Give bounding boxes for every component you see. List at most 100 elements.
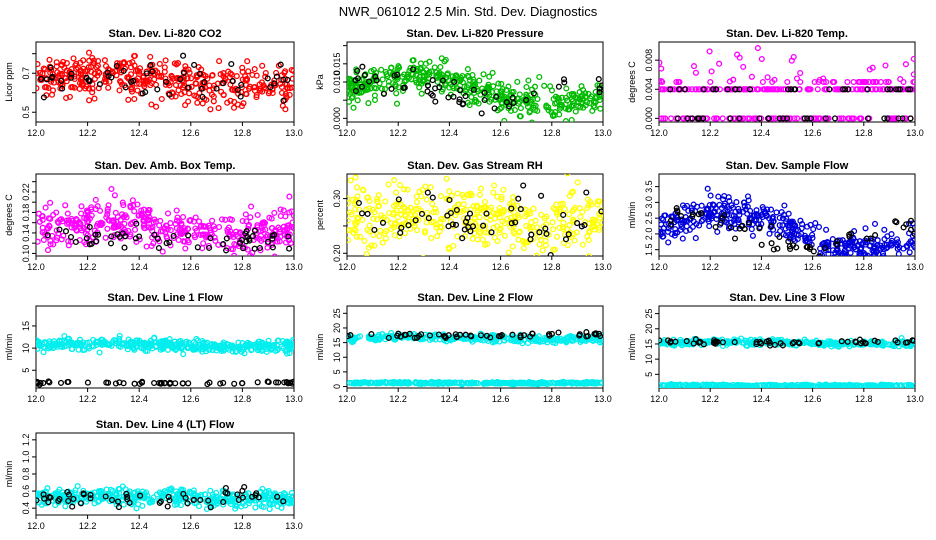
data-point — [251, 227, 258, 234]
data-point — [734, 51, 741, 58]
data-point — [269, 232, 276, 239]
data-point — [143, 70, 150, 77]
data-point — [514, 380, 521, 387]
data-point — [501, 337, 508, 344]
data-point — [505, 249, 512, 256]
data-point — [660, 115, 667, 122]
data-point — [215, 105, 222, 112]
data-point — [248, 347, 255, 354]
data-point — [40, 379, 47, 387]
data-point — [509, 243, 516, 250]
data-point — [692, 381, 699, 388]
y-tick-label: 0.30 — [332, 190, 342, 208]
x-tick-label: 12.4 — [130, 394, 148, 404]
data-point — [467, 190, 474, 197]
data-point — [112, 224, 119, 231]
data-point — [869, 64, 876, 71]
data-point — [61, 332, 68, 340]
data-point — [373, 337, 380, 344]
data-point — [207, 487, 214, 494]
data-point — [437, 219, 444, 226]
data-point — [752, 115, 759, 122]
data-point — [842, 267, 847, 272]
data-point — [412, 217, 419, 224]
data-point — [157, 217, 164, 224]
data-point — [376, 233, 383, 240]
data-point — [430, 218, 437, 225]
data-point — [689, 381, 696, 388]
data-point — [558, 379, 565, 386]
data-point — [863, 235, 870, 242]
data-point — [768, 115, 775, 122]
y-tick-label: 20 — [644, 324, 654, 334]
x-tick-label: 12.4 — [130, 128, 148, 138]
data-point — [151, 76, 158, 83]
data-point — [393, 201, 400, 208]
data-point — [818, 252, 826, 256]
data-point — [548, 330, 555, 337]
data-point — [441, 58, 448, 65]
data-point — [902, 61, 909, 68]
data-point — [664, 228, 672, 235]
data-point — [457, 87, 464, 94]
data-point — [62, 202, 69, 209]
data-point — [454, 78, 461, 85]
data-point — [690, 63, 698, 70]
data-point — [358, 76, 365, 83]
data-point — [93, 238, 100, 245]
data-point — [812, 220, 819, 227]
data-point — [506, 219, 513, 227]
data-point — [108, 233, 115, 240]
data-point — [539, 247, 546, 254]
data-point — [286, 193, 293, 200]
data-point — [150, 219, 157, 226]
data-point — [748, 226, 755, 233]
data-point — [110, 219, 117, 226]
data-point — [700, 86, 707, 93]
data-point — [464, 380, 471, 387]
data-point — [763, 338, 770, 345]
data-point — [354, 75, 362, 82]
data-point — [42, 204, 49, 211]
data-point — [588, 201, 595, 208]
data-point — [810, 226, 817, 233]
data-point — [271, 209, 278, 216]
panel-title: Stan. Dev. Line 1 Flow — [107, 292, 223, 304]
data-point — [131, 95, 138, 103]
data-point — [861, 254, 867, 256]
data-point — [185, 98, 192, 105]
data-point — [714, 228, 721, 235]
y-tick-label: 2.5 — [644, 212, 654, 225]
data-point — [194, 244, 201, 251]
data-point — [809, 231, 816, 238]
data-point — [563, 85, 570, 92]
data-point — [569, 188, 577, 195]
data-point — [39, 224, 46, 231]
x-tick-label: 12.0 — [650, 394, 668, 404]
data-point — [597, 105, 603, 112]
data-point — [238, 81, 245, 88]
data-point — [192, 80, 200, 87]
y-tick-label: 1.2 — [21, 434, 31, 447]
data-point — [268, 215, 275, 222]
data-point — [40, 94, 47, 101]
data-point — [234, 86, 241, 93]
data-point — [111, 192, 118, 199]
data-point — [478, 110, 485, 117]
data-point — [185, 344, 192, 351]
data-point — [591, 379, 598, 386]
data-point — [451, 78, 458, 86]
data-point — [245, 342, 252, 349]
data-point — [366, 78, 373, 85]
data-point — [776, 222, 783, 229]
data-point — [203, 96, 210, 103]
data-point — [679, 235, 686, 242]
x-tick-label: 12.4 — [441, 262, 459, 272]
data-point — [229, 78, 236, 85]
data-point — [846, 233, 853, 240]
data-point — [786, 243, 793, 250]
data-point — [154, 86, 161, 93]
data-point — [489, 379, 496, 386]
plot-frame — [346, 305, 604, 389]
data-point — [700, 115, 707, 122]
